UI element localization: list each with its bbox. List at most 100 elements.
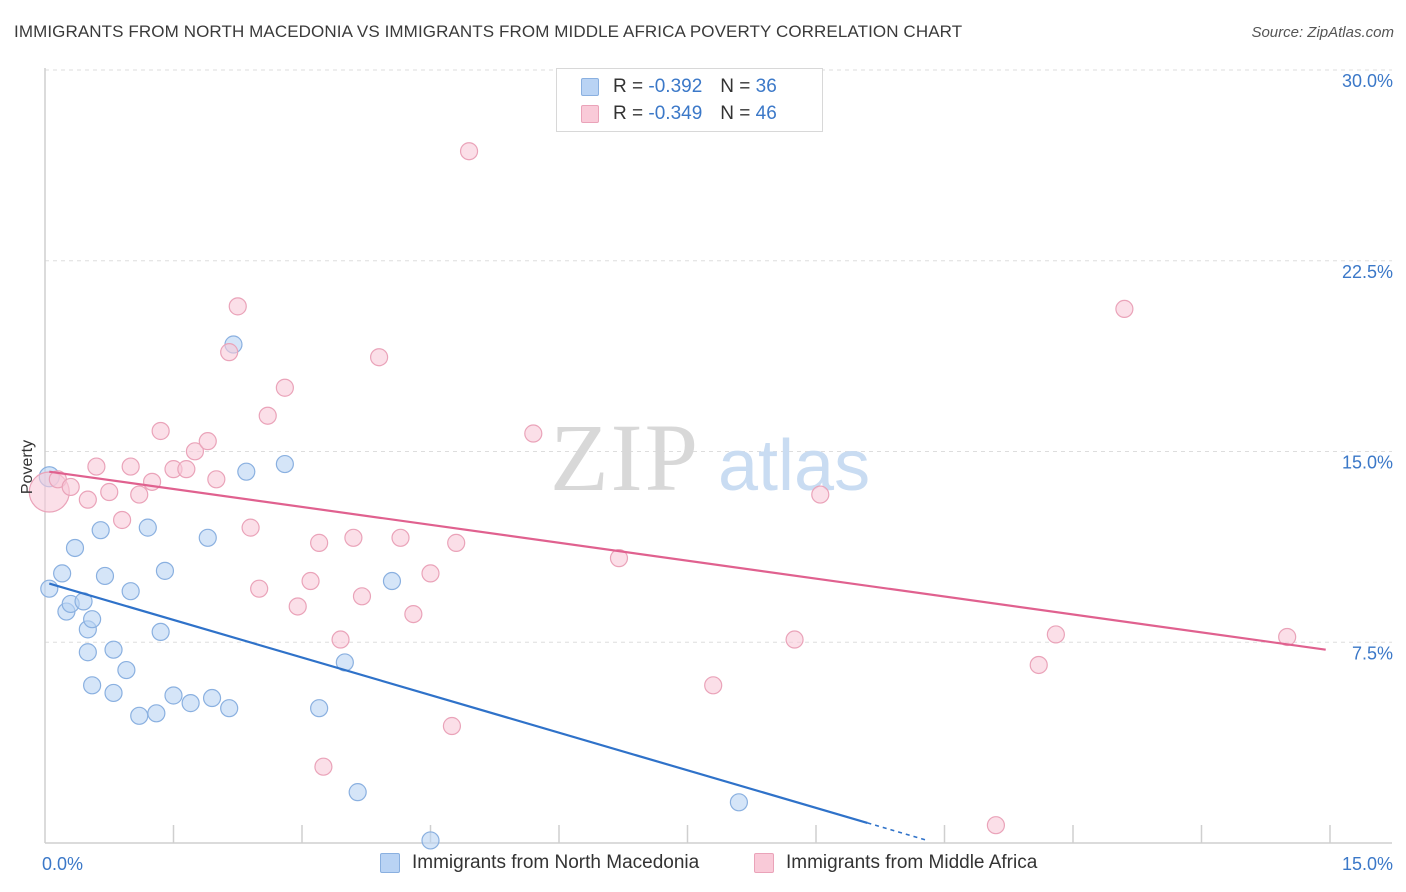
- point-pink-5: [100, 482, 119, 502]
- point-blue-3: [65, 538, 85, 558]
- point-pink-17: [228, 297, 247, 316]
- point-blue-33: [382, 571, 402, 591]
- bottom-legend-swatch-pink: [754, 853, 774, 873]
- legend-n-label: N =: [720, 103, 751, 124]
- point-pink-32: [421, 564, 440, 583]
- legend-r-label: R =: [613, 103, 644, 124]
- legend-row-pink: R = -0.349 N = 46: [581, 102, 777, 126]
- point-blue-19: [147, 704, 166, 723]
- legend-swatch-pink: [581, 105, 599, 123]
- point-pink-33: [442, 716, 462, 736]
- point-blue-35: [729, 793, 749, 812]
- point-blue-16: [121, 582, 140, 601]
- watermark-atlas: atlas: [718, 426, 870, 506]
- point-pink-8: [130, 485, 149, 504]
- point-pink-38: [704, 676, 723, 695]
- bottom-legend-label-pink: Immigrants from Middle Africa: [786, 852, 1038, 873]
- point-pink-40: [811, 485, 830, 504]
- point-pink-19: [250, 579, 269, 598]
- bottom-legend-blue: Immigrants from North Macedonia: [380, 852, 699, 874]
- y-tick-label-1: 15.0%: [1342, 453, 1393, 473]
- point-pink-3: [78, 490, 97, 509]
- point-blue-26: [220, 699, 239, 718]
- point-pink-4: [87, 457, 106, 476]
- bottom-legend-swatch-blue: [380, 853, 400, 873]
- legend-n-value-blue: 36: [755, 76, 777, 97]
- point-pink-23: [301, 571, 320, 591]
- x-tick-label-1: 15.0%: [1342, 854, 1393, 874]
- y-tick-label-2: 22.5%: [1342, 262, 1393, 282]
- tick-labels: 7.5% 15.0% 22.5% 30.0% 0.0% 15.0%: [42, 71, 1393, 874]
- point-blue-22: [164, 686, 183, 705]
- trend-line-blue: [48, 582, 868, 824]
- point-pink-2: [61, 477, 80, 497]
- y-tick-label-3: 30.0%: [1342, 71, 1393, 91]
- point-pink-16: [220, 343, 239, 362]
- legend-n-value-pink: 46: [755, 103, 777, 124]
- point-pink-13: [185, 442, 205, 461]
- point-blue-11: [78, 643, 97, 662]
- legend-r-value-blue: -0.392: [648, 76, 703, 97]
- point-blue-34: [421, 831, 440, 850]
- point-pink-27: [344, 528, 363, 547]
- legend-n-label: N =: [720, 76, 751, 97]
- point-pink-14: [198, 432, 217, 451]
- point-pink-29: [370, 348, 389, 367]
- point-blue-15: [117, 660, 136, 680]
- y-tick-label-0: 7.5%: [1352, 643, 1393, 663]
- point-blue-9: [95, 566, 115, 586]
- point-blue-18: [138, 518, 157, 537]
- watermark-zip: ZIP: [550, 404, 700, 511]
- point-pink-15: [207, 470, 226, 489]
- bottom-legend-pink: Immigrants from Middle Africa: [754, 852, 1037, 874]
- point-pink-7: [121, 457, 140, 476]
- point-pink-34: [447, 533, 466, 552]
- point-pink-44: [1115, 299, 1134, 318]
- point-blue-13: [104, 640, 123, 659]
- point-blue-14: [104, 683, 123, 703]
- point-blue-30: [310, 699, 329, 718]
- point-blue-17: [130, 706, 149, 725]
- legend-r-label: R =: [613, 76, 644, 97]
- point-pink-20: [258, 406, 277, 425]
- point-blue-10: [83, 610, 102, 629]
- grid-lines: [45, 69, 1392, 643]
- point-pink-41: [986, 816, 1006, 835]
- point-blue-24: [198, 528, 217, 547]
- legend-r-value-pink: -0.349: [648, 103, 703, 124]
- point-blue-29: [275, 454, 294, 474]
- data-points: [28, 142, 1297, 850]
- x-tick-label-0: 0.0%: [42, 854, 83, 874]
- point-pink-21: [275, 378, 294, 397]
- watermark: ZIP atlas: [550, 404, 870, 511]
- point-pink-26: [331, 630, 350, 649]
- point-pink-36: [524, 424, 543, 443]
- point-pink-12: [177, 460, 196, 479]
- point-blue-1: [40, 579, 59, 598]
- point-pink-18: [241, 518, 260, 537]
- axes: [44, 68, 1392, 844]
- trend-line-blue-extension: [867, 822, 928, 842]
- chart-title: IMMIGRANTS FROM NORTH MACEDONIA VS IMMIG…: [14, 22, 963, 41]
- point-blue-21: [155, 561, 175, 580]
- point-pink-43: [1046, 625, 1065, 644]
- correlation-legend: R = -0.392 N = 36 R = -0.349 N = 46: [556, 68, 823, 132]
- point-pink-42: [1029, 655, 1048, 675]
- bottom-legend-label-blue: Immigrants from North Macedonia: [412, 852, 700, 873]
- y-axis-label: Poverty: [19, 439, 36, 495]
- point-pink-39: [785, 630, 804, 649]
- point-pink-28: [352, 587, 372, 606]
- point-blue-8: [91, 521, 110, 540]
- point-pink-6: [112, 510, 132, 530]
- point-pink-37: [609, 549, 629, 568]
- point-blue-12: [83, 676, 102, 695]
- source-credit: Source: ZipAtlas.com: [1251, 24, 1394, 41]
- point-pink-22: [288, 597, 307, 616]
- point-pink-30: [391, 528, 410, 547]
- point-pink-24: [310, 533, 329, 552]
- trend-line-pink: [49, 470, 1326, 651]
- point-pink-10: [151, 421, 170, 441]
- point-pink-31: [404, 604, 423, 624]
- point-blue-25: [202, 688, 222, 708]
